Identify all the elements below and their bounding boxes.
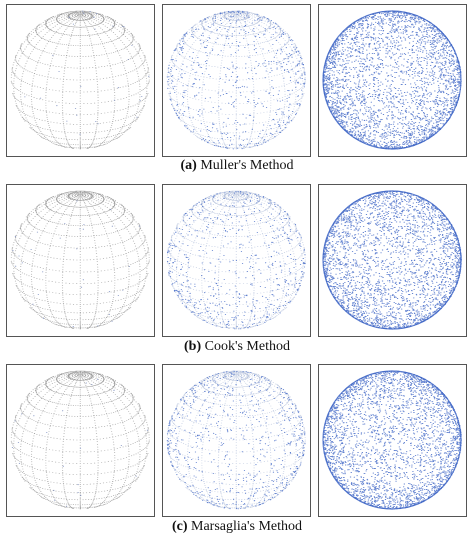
panel-frame: [318, 184, 467, 337]
grid-dots: [166, 190, 306, 330]
caption-label: (a): [180, 158, 197, 173]
panel-frame: [6, 4, 155, 157]
panel-frame: [162, 364, 311, 517]
sample-dots: [12, 200, 141, 328]
panel-frame: [318, 364, 467, 517]
sample-dots: [11, 378, 149, 507]
grid-dots: [10, 370, 150, 510]
sample-dots: [322, 10, 462, 150]
panel-frame: [162, 184, 311, 337]
grid-dots: [10, 190, 150, 330]
panel-frame: [318, 4, 467, 157]
caption-text: Cook's Method: [204, 339, 290, 354]
caption: (c) Marsaglia's Method: [0, 519, 474, 535]
caption-text: Muller's Method: [200, 158, 294, 173]
caption-label: (b): [184, 339, 202, 354]
sample-dots: [167, 191, 306, 330]
caption: (b) Cook's Method: [0, 339, 474, 355]
sphere-rim: [322, 370, 462, 510]
sample-dots: [322, 370, 462, 510]
sample-dots: [166, 370, 306, 510]
sample-dots: [166, 10, 306, 150]
caption-text: Marsaglia's Method: [191, 519, 303, 534]
panel-frame: [6, 364, 155, 517]
sample-dots: [24, 10, 150, 135]
caption-label: (c): [171, 519, 188, 534]
panel-frame: [6, 184, 155, 337]
panel-frame: [162, 4, 311, 157]
sphere-rim: [322, 10, 462, 150]
caption: (a) Muller's Method: [0, 158, 474, 174]
grid-dots: [10, 10, 150, 150]
sphere-rim: [322, 190, 462, 330]
